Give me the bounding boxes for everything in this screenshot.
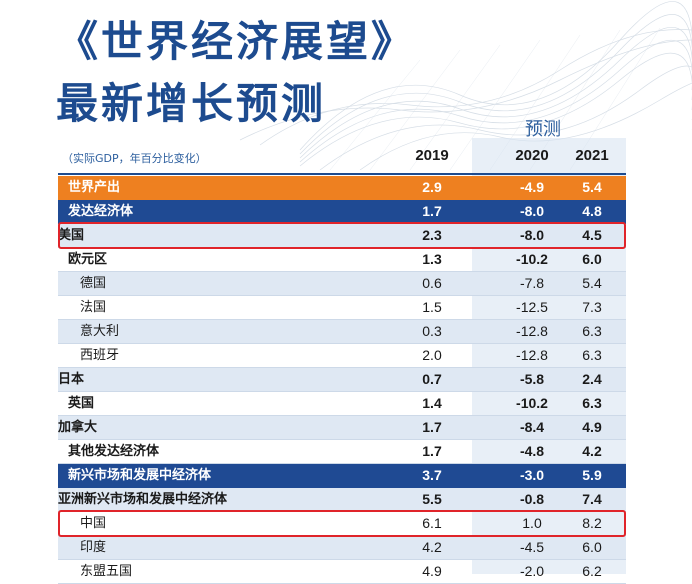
cell-2019: 0.3 — [422, 323, 442, 339]
cell-2021: 6.3 — [582, 323, 602, 339]
cell-2021: 6.0 — [582, 539, 602, 555]
cell-2020: -3.0 — [519, 467, 545, 483]
table-row: 加拿大 1.7 -8.4 4.9 — [58, 416, 626, 440]
cell-2019: 6.1 — [422, 515, 442, 531]
row-label: 东盟五国 — [80, 564, 133, 579]
cell-2019: 3.7 — [422, 467, 442, 483]
table-row: 美国 2.3 -8.0 4.5 — [58, 224, 626, 248]
highlight-box — [58, 510, 626, 537]
table-row: 新兴市场和发展中经济体 3.7 -3.0 5.9 — [58, 464, 626, 488]
row-label: 德国 — [80, 276, 107, 291]
cell-2020: -0.8 — [519, 491, 545, 507]
row-label: 印度 — [80, 540, 107, 555]
highlight-box — [58, 222, 626, 249]
cell-2020: -10.2 — [516, 395, 548, 411]
cell-2019: 0.6 — [422, 275, 442, 291]
cell-2019: 1.3 — [422, 251, 442, 267]
row-label: 英国 — [68, 396, 95, 411]
table-row: 其他发达经济体 1.7 -4.8 4.2 — [58, 440, 626, 464]
row-label: 欧元区 — [68, 252, 108, 267]
row-label: 美国 — [58, 228, 85, 243]
row-label: 法国 — [80, 300, 107, 315]
cell-2021: 2.4 — [582, 371, 602, 387]
cell-2021: 5.4 — [582, 275, 602, 291]
cell-2019: 4.9 — [422, 563, 442, 579]
cell-2021: 7.3 — [582, 299, 602, 315]
table-row: 法国 1.5 -12.5 7.3 — [58, 296, 626, 320]
cell-2019: 0.7 — [422, 371, 442, 387]
forecast-label: 预测 — [525, 119, 561, 140]
cell-2019: 1.7 — [422, 203, 442, 219]
table-row: 印度 4.2 -4.5 6.0 — [58, 536, 626, 560]
cell-2021: 4.2 — [582, 443, 602, 459]
cell-2021: 4.5 — [582, 227, 602, 243]
row-label: 世界产出 — [68, 180, 121, 195]
cell-2021: 4.8 — [582, 203, 602, 219]
growth-table: 世界产出 2.9 -4.9 5.4 发达经济体 1.7 -8.0 4.8 美国 2.3 -8.0 4.… — [58, 176, 626, 584]
row-label: 意大利 — [80, 324, 120, 339]
cell-2019: 2.9 — [422, 179, 442, 195]
cell-2020: -10.2 — [516, 251, 548, 267]
row-label: 其他发达经济体 — [68, 444, 160, 459]
header-divider — [58, 173, 626, 175]
row-label: 中国 — [80, 516, 107, 531]
cell-2019: 1.4 — [422, 395, 442, 411]
cell-2019: 1.5 — [422, 299, 442, 315]
cell-2021: 6.3 — [582, 395, 602, 411]
page-title-line2: 最新增长预测 — [56, 79, 327, 128]
row-label: 加拿大 — [58, 420, 98, 435]
table-row: 意大利 0.3 -12.8 6.3 — [58, 320, 626, 344]
cell-2019: 5.5 — [422, 491, 442, 507]
cell-2020: -8.0 — [519, 227, 545, 243]
cell-2020: 1.0 — [522, 515, 542, 531]
table-row: 亚洲新兴市场和发展中经济体 5.5 -0.8 7.4 — [58, 488, 626, 512]
column-header-2021: 2021 — [575, 147, 609, 164]
cell-2021: 6.0 — [582, 251, 602, 267]
row-label: 日本 — [58, 372, 85, 387]
cell-2020: -8.0 — [519, 203, 545, 219]
cell-2019: 1.7 — [422, 419, 442, 435]
table-row: 西班牙 2.0 -12.8 6.3 — [58, 344, 626, 368]
cell-2020: -12.8 — [516, 347, 548, 363]
cell-2019: 2.0 — [422, 347, 442, 363]
cell-2021: 6.2 — [582, 563, 602, 579]
cell-2020: -12.8 — [516, 323, 548, 339]
table-row: 德国 0.6 -7.8 5.4 — [58, 272, 626, 296]
cell-2021: 5.4 — [582, 179, 602, 195]
cell-2021: 4.9 — [582, 419, 602, 435]
cell-2020: -2.0 — [519, 563, 545, 579]
page-title-line1: 《世界经济展望》 — [56, 17, 417, 66]
column-header-2019: 2019 — [415, 147, 449, 164]
cell-2020: -7.8 — [519, 275, 545, 291]
cell-2020: -4.5 — [519, 539, 545, 555]
table-row: 英国 1.4 -10.2 6.3 — [58, 392, 626, 416]
column-header-2020: 2020 — [515, 147, 549, 164]
row-label: 新兴市场和发展中经济体 — [68, 468, 212, 483]
cell-2020: -4.8 — [519, 443, 545, 459]
cell-2021: 7.4 — [582, 491, 602, 507]
cell-2020: -8.4 — [519, 419, 545, 435]
table-row: 欧元区 1.3 -10.2 6.0 — [58, 248, 626, 272]
table-row: 东盟五国 4.9 -2.0 6.2 — [58, 560, 626, 584]
row-label: 亚洲新兴市场和发展中经济体 — [58, 492, 228, 507]
cell-2020: -12.5 — [516, 299, 548, 315]
table-row: 日本 0.7 -5.8 2.4 — [58, 368, 626, 392]
cell-2021: 6.3 — [582, 347, 602, 363]
cell-2020: -5.8 — [519, 371, 545, 387]
unit-note: （实际GDP，年百分比变化） — [62, 152, 207, 165]
table-row: 世界产出 2.9 -4.9 5.4 — [58, 176, 626, 200]
row-label: 发达经济体 — [68, 204, 134, 219]
cell-2021: 8.2 — [582, 515, 602, 531]
cell-2019: 2.3 — [422, 227, 442, 243]
cell-2020: -4.9 — [519, 179, 545, 195]
row-label: 西班牙 — [80, 348, 120, 363]
cell-2021: 5.9 — [582, 467, 602, 483]
cell-2019: 4.2 — [422, 539, 442, 555]
cell-2019: 1.7 — [422, 443, 442, 459]
table-row: 发达经济体 1.7 -8.0 4.8 — [58, 200, 626, 224]
